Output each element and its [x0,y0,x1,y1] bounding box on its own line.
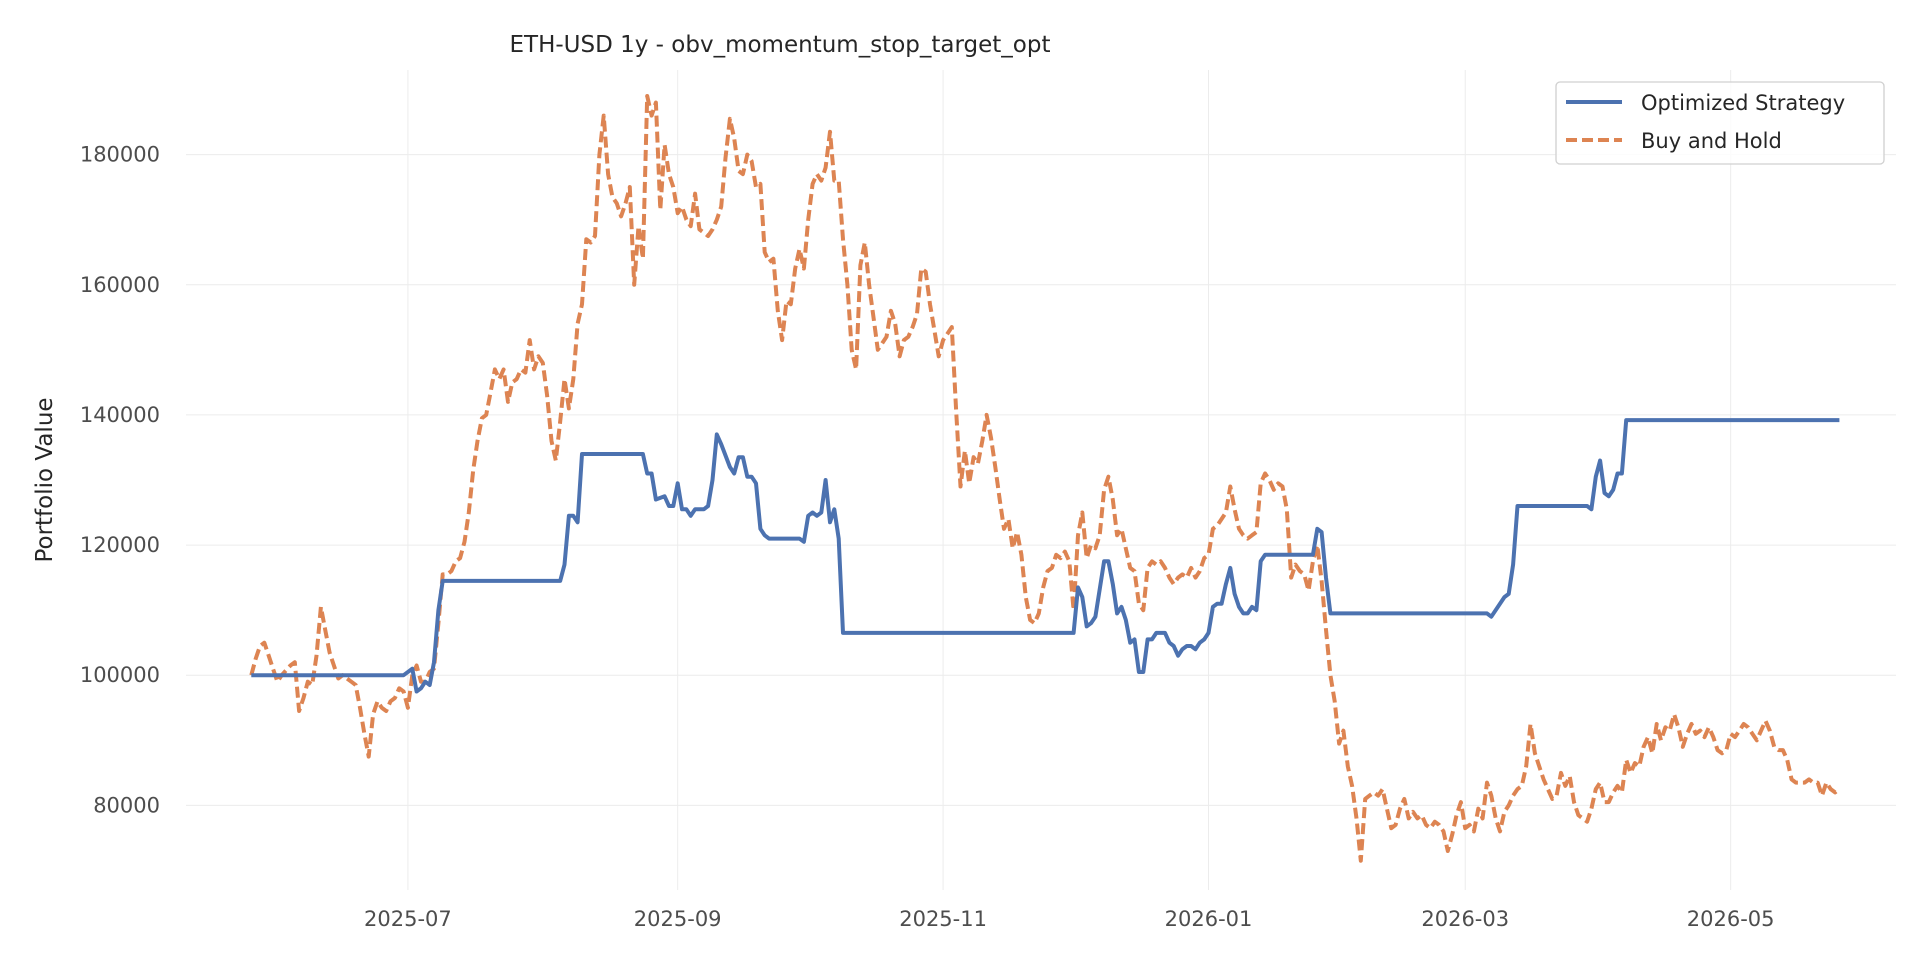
legend-box [1555,81,1885,165]
series-lines [249,94,1841,863]
chart-title: ETH-USD 1y - obv_momentum_stop_target_op… [510,32,1051,58]
series-line-optimized-strategy [251,418,1840,694]
series-line-buy-and-hold [249,94,1841,863]
y-tick-label: 120000 [80,533,160,557]
y-tick-label: 160000 [80,273,160,297]
y-tick-label: 100000 [80,663,160,687]
y-tick-label: 180000 [80,143,160,167]
x-tick-label: 2026-05 [1687,907,1775,931]
legend: Optimized Strategy Buy and Hold [1555,81,1885,165]
y-tick-label: 140000 [80,403,160,427]
x-ticks: 2025-07 2025-09 2025-11 2026-01 2026-03 2026-… [364,907,1774,931]
x-tick-label: 2026-03 [1421,907,1509,931]
y-axis-label: Portfolio Value [32,397,58,562]
grid [186,70,1896,890]
x-tick-label: 2025-11 [899,907,987,931]
legend-label-buy-hold: Buy and Hold [1641,129,1782,153]
x-tick-label: 2025-09 [634,907,722,931]
y-ticks: 80000 100000 120000 140000 160000 180000 [80,143,160,818]
x-tick-label: 2025-07 [364,907,452,931]
legend-label-optimized: Optimized Strategy [1641,91,1845,115]
x-tick-label: 2026-01 [1165,907,1253,931]
y-tick-label: 80000 [93,793,160,817]
